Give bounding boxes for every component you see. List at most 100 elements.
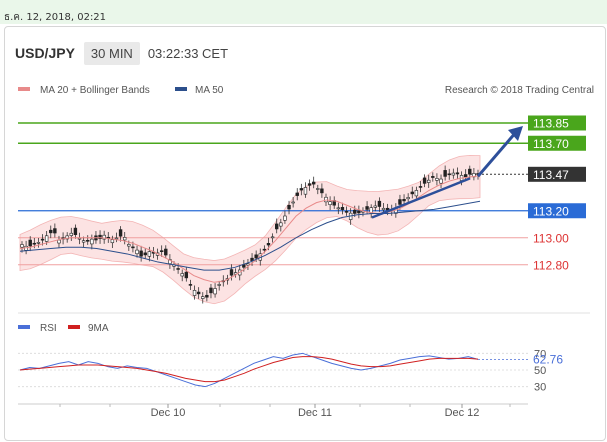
candle-body [357,210,361,214]
candle-body [414,190,419,197]
candle-body [427,179,431,183]
candle-body [209,287,213,294]
timestamp: ธ.ค. 12, 2018, 02:21 [4,12,107,23]
rsi-tick-50: 50 [534,365,546,377]
legend-swatch-ma20 [18,87,30,91]
level-label-113-47: 113.47 [533,168,569,182]
rsi-9ma-line [19,356,479,383]
candle-body [377,200,382,207]
candle-body [118,229,123,237]
level-label-bg-113-00 [528,230,586,246]
candle-body [229,269,234,276]
candle-body [114,237,119,240]
candle-body [373,205,377,208]
candle-body [131,246,135,249]
legend-swatch-9ma [68,325,80,329]
candle-body [192,290,197,296]
level-label-113-00: 113.00 [533,231,569,245]
candle-body [139,250,143,257]
candle-body [451,172,456,176]
candle-body [299,188,304,191]
timestamp-bar: ธ.ค. 12, 2018, 02:21 [0,0,607,24]
candle-body [110,239,115,244]
x-tick-label: Dec 11 [298,407,332,419]
ma20-line [19,175,481,283]
candle-body [316,188,320,190]
bollinger-band-fill [19,155,481,305]
candle-body [340,207,345,210]
candle-body [65,235,69,240]
candle-body [135,249,139,255]
candle-body [246,263,250,266]
candle-body [365,206,369,210]
candle-body [123,237,127,241]
candle-body [49,229,53,234]
level-label-bg-113-47 [528,166,586,182]
candle-body [279,222,283,227]
candle-body [254,254,258,259]
candle-body [439,178,443,184]
copyright-text: Research © 2018 Trading Central [445,85,594,96]
candle-body [262,248,267,251]
candle-body [410,191,414,195]
candle-body [291,201,295,204]
level-label-bg-112-80 [528,257,586,273]
candle-body [53,228,57,234]
candle-body [28,239,32,247]
candle-body [196,291,201,295]
level-label-bg-113-70 [528,135,586,151]
candle-body [307,183,312,186]
rsi-line [19,352,479,388]
x-tick-label: Dec 12 [445,407,480,419]
timeframe-badge[interactable]: 30 MIN [83,41,140,65]
legend-label-ma50: MA 50 [195,85,224,96]
candle-body [381,207,386,211]
candle-body [233,272,238,275]
candle-body [217,284,221,286]
legend-swatch-ma50 [175,87,187,91]
candle-body [205,294,209,298]
level-label-113-85: 113.85 [533,117,569,131]
x-tick-label: Dec 10 [151,407,186,419]
candle-body [143,252,147,256]
candle-body [81,240,86,243]
candle-body [69,232,73,236]
chart-header: USD/JPY 30 MIN 03:22:33 CET [15,40,228,66]
moving-averages [19,175,481,283]
rsi-value-label: 62.76 [533,352,563,366]
candle-body [447,173,451,176]
candle-body [176,268,180,270]
candle-body [402,198,406,202]
legend-label-9ma: 9MA [88,323,109,334]
candle-body [40,238,45,241]
candle-body [303,187,308,195]
trendline [371,177,471,219]
candle-body [168,259,172,264]
forecast-arrow-head [508,126,523,141]
candle-body [270,236,275,239]
candle-body [311,181,316,185]
candle-body [201,296,205,299]
level-label-113-70: 113.70 [533,137,569,151]
candle-body [463,174,468,178]
candle-body [431,176,435,178]
candle-body [406,197,410,200]
candle-body [328,201,332,206]
legend-swatch-rsi [18,325,30,329]
level-label-113-20: 113.20 [533,204,569,218]
candle-body [468,168,472,175]
candle-body [275,223,279,230]
candle-body [266,243,271,246]
candle-body [435,178,439,181]
candle-body [86,239,90,242]
candle-body [422,177,427,184]
rsi-tick-30: 30 [534,382,546,394]
candle-body [102,234,106,240]
candle-body [127,244,131,247]
candle-body [32,242,37,245]
candle-body [184,271,189,279]
bollinger-band [19,155,481,305]
candle-body [188,284,193,286]
candle-body [213,288,217,295]
